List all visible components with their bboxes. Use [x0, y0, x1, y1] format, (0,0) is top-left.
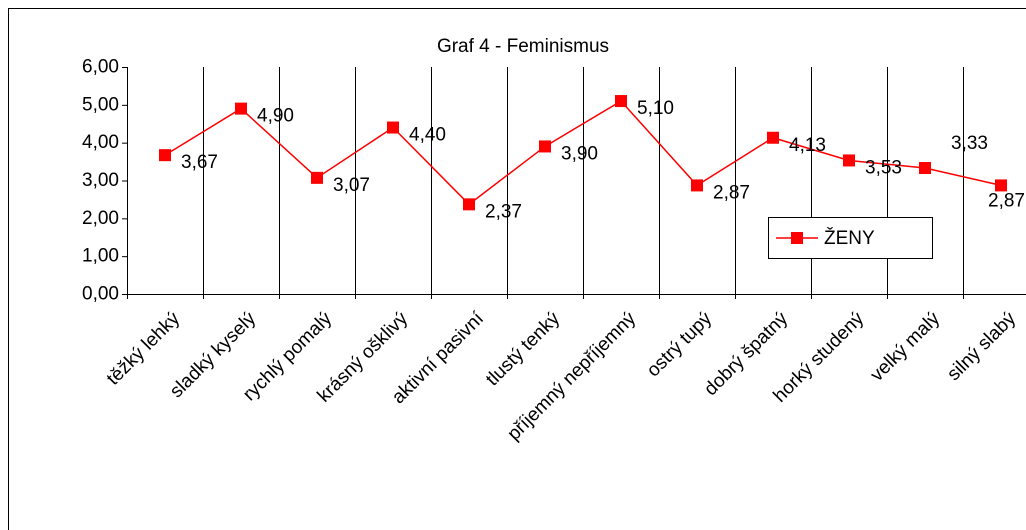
- data-label: 3,67: [181, 152, 218, 173]
- marker: [159, 149, 171, 162]
- y-tick-label: 0,00: [82, 284, 119, 305]
- marker: [843, 154, 855, 167]
- data-label: 4,13: [789, 135, 826, 156]
- y-tick-label: 3,00: [82, 170, 119, 191]
- marker: [539, 140, 551, 153]
- y-tick-label: 5,00: [82, 94, 119, 115]
- marker: [311, 171, 323, 184]
- data-label: 4,90: [257, 106, 294, 127]
- y-tick-label: 6,00: [82, 57, 119, 78]
- marker: [691, 179, 703, 192]
- legend-marker: [791, 232, 803, 244]
- chart-title: Graf 4 - Feminismus: [437, 36, 609, 57]
- y-tick-label: 4,00: [82, 132, 119, 153]
- data-label: 3,90: [561, 143, 598, 164]
- data-label: 4,40: [409, 125, 446, 146]
- data-label: 5,10: [637, 98, 674, 119]
- marker: [387, 121, 399, 134]
- marker: [235, 102, 247, 115]
- marker: [919, 162, 931, 175]
- data-label: 3,53: [865, 157, 902, 178]
- y-tick-label: 2,00: [82, 208, 119, 229]
- data-label: 2,87: [988, 190, 1025, 211]
- series-line: [164, 100, 1002, 206]
- legend-label: ŽENY: [824, 227, 875, 249]
- chart-frame: [8, 8, 1026, 530]
- data-label: 2,37: [485, 201, 522, 222]
- marker: [615, 95, 627, 108]
- marker: [995, 179, 1007, 192]
- marker: [767, 131, 779, 144]
- data-label: 2,87: [713, 182, 750, 203]
- marker: [463, 198, 475, 211]
- data-label: 3,33: [951, 133, 988, 154]
- data-label: 3,07: [333, 175, 370, 196]
- y-tick-label: 1,00: [82, 246, 119, 267]
